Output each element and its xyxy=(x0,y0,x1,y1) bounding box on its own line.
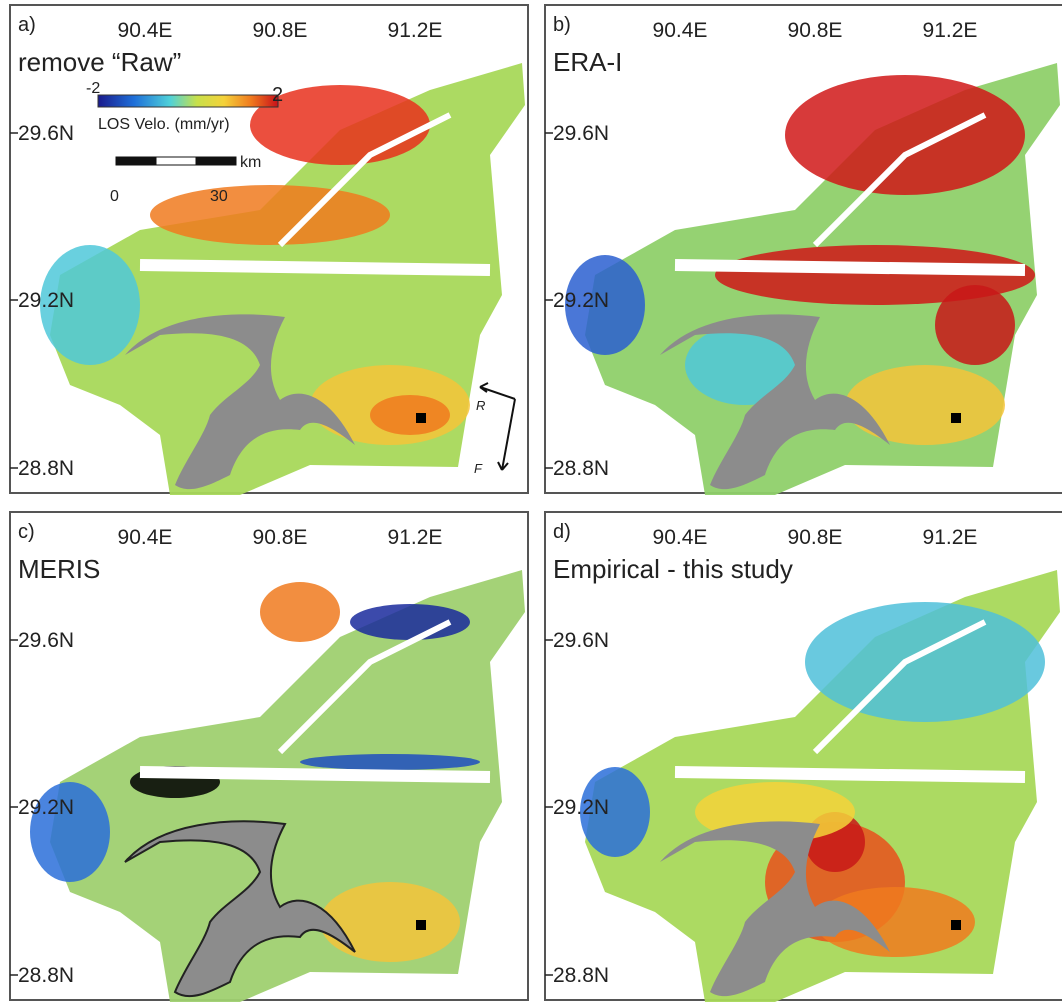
longitude-label: 90.4E xyxy=(653,526,708,549)
latitude-label: 29.2N xyxy=(553,796,609,819)
latitude-label: 29.6N xyxy=(553,629,609,652)
longitude-label: 90.8E xyxy=(788,526,843,549)
longitude-label: 91.2E xyxy=(923,19,978,42)
colorbar-label: LOS Velo. (mm/yr) xyxy=(98,116,230,133)
river-gap xyxy=(140,772,490,777)
panel-title: remove “Raw” xyxy=(18,47,181,77)
reference-point xyxy=(416,413,426,423)
longitude-label: 90.4E xyxy=(118,19,173,42)
scale-bar-end: 30 xyxy=(210,188,228,205)
panel-label: d) xyxy=(553,521,571,543)
latitude-label: 29.2N xyxy=(18,796,74,819)
flight-label: F xyxy=(474,461,483,476)
reference-point xyxy=(951,413,961,423)
latitude-label: 29.6N xyxy=(18,122,74,145)
latitude-label: 28.8N xyxy=(553,964,609,987)
scale-bar-unit: km xyxy=(240,154,261,171)
latitude-label: 28.8N xyxy=(553,457,609,480)
latitude-label: 29.2N xyxy=(18,289,74,312)
velocity-patch xyxy=(260,582,340,642)
velocity-patch xyxy=(785,75,1025,195)
velocity-patch xyxy=(350,604,470,640)
panel-label: b) xyxy=(553,14,571,36)
panel-title: Empirical - this study xyxy=(553,554,793,584)
longitude-label: 90.8E xyxy=(253,19,308,42)
longitude-label: 90.8E xyxy=(253,526,308,549)
map-panel: d) Empirical - this study 90.4E 90.8E 91.2E 2… xyxy=(545,512,1062,1002)
velocity-patch xyxy=(150,185,390,245)
velocity-patch xyxy=(320,882,460,962)
colorbar-max: 2 xyxy=(272,84,283,106)
longitude-label: 90.4E xyxy=(118,526,173,549)
figure: a) remove “Raw” 90.4E 90.8E 91.2E 29.6N 29.2N 2… xyxy=(0,0,1062,1002)
longitude-label: 91.2E xyxy=(388,19,443,42)
velocity-patch xyxy=(805,602,1045,722)
colorbar-min: -2 xyxy=(86,80,100,97)
velocity-patch xyxy=(370,395,450,435)
scale-bar-segment xyxy=(156,157,196,165)
panel-title: MERIS xyxy=(18,554,100,584)
latitude-label: 29.6N xyxy=(553,122,609,145)
panel-label: c) xyxy=(18,521,35,543)
reference-point xyxy=(416,920,426,930)
river-gap xyxy=(140,265,490,270)
latitude-label: 29.2N xyxy=(553,289,609,312)
velocity-patch xyxy=(935,285,1015,365)
colorbar xyxy=(98,95,278,107)
map-panel: c) MERIS 90.4E 90.8E 91.2E 29.6N 29.2N 28.8N xyxy=(10,512,528,1002)
panel-title: ERA-I xyxy=(553,47,622,77)
longitude-label: 90.4E xyxy=(653,19,708,42)
river-gap xyxy=(675,265,1025,270)
river-gap xyxy=(675,772,1025,777)
longitude-label: 90.8E xyxy=(788,19,843,42)
latitude-label: 28.8N xyxy=(18,964,74,987)
velocity-patch xyxy=(845,365,1005,445)
map-panel: a) remove “Raw” 90.4E 90.8E 91.2E 29.6N 29.2N 2… xyxy=(10,5,528,495)
scale-bar-segment xyxy=(116,157,156,165)
latitude-label: 28.8N xyxy=(18,457,74,480)
scale-bar-segment xyxy=(196,157,236,165)
reference-point xyxy=(951,920,961,930)
panel-label: a) xyxy=(18,14,36,36)
longitude-label: 91.2E xyxy=(388,526,443,549)
scale-bar-start: 0 xyxy=(110,188,119,205)
latitude-label: 29.6N xyxy=(18,629,74,652)
velocity-patch xyxy=(300,754,480,770)
map-panel: b) ERA-I 90.4E 90.8E 91.2E 29.6N 29.2N 28.8N xyxy=(545,5,1062,495)
azimuth-label: R xyxy=(476,398,485,413)
longitude-label: 91.2E xyxy=(923,526,978,549)
